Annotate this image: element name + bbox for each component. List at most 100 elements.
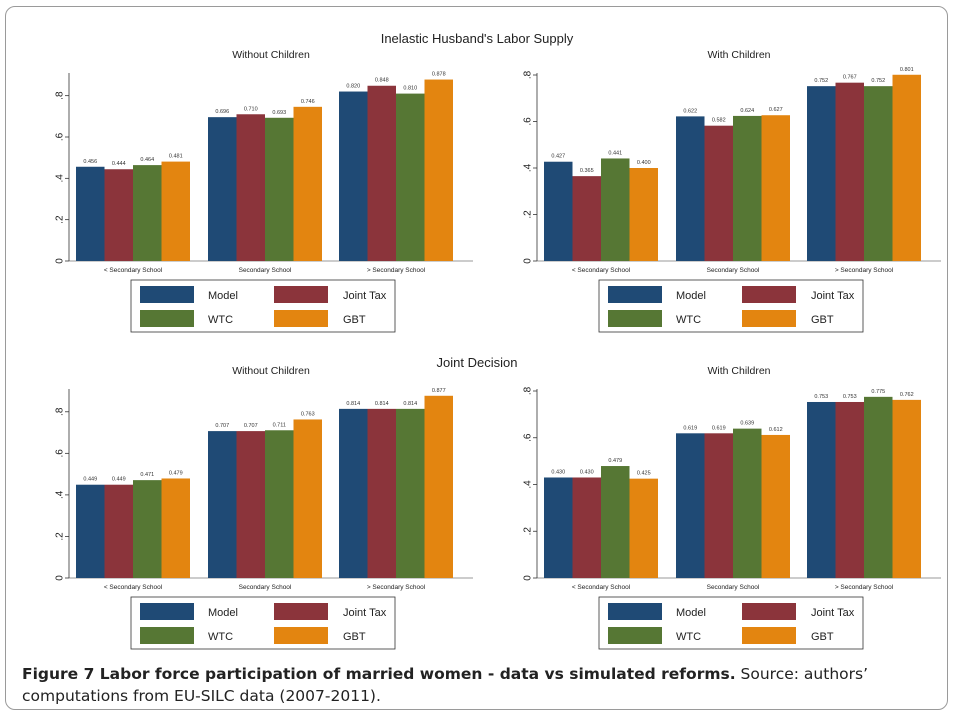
x-tick-label: Secondary School [707, 267, 760, 274]
bar [104, 169, 133, 261]
figure-caption: Figure 7 Labor force participation of ma… [22, 663, 937, 707]
legend-swatch [274, 286, 328, 303]
x-tick-label: > Secondary School [835, 267, 894, 274]
bar [396, 93, 425, 261]
x-tick-label: < Secondary School [572, 267, 631, 274]
legend: Model Joint Tax WTC GBT [598, 279, 864, 333]
bar [761, 434, 790, 578]
data-label: 0.619 [712, 425, 726, 431]
data-label: 0.696 [215, 109, 229, 115]
bar [704, 125, 733, 261]
legend-swatch [608, 603, 662, 620]
data-label: 0.848 [375, 78, 389, 84]
legend: Model Joint Tax WTC GBT [130, 596, 396, 650]
legend-label: GBT [343, 314, 366, 326]
bar [544, 161, 573, 261]
data-label: 0.481 [169, 154, 183, 160]
y-tick-label: .4 [55, 174, 66, 183]
chart-panel-3: Without Children 0 .2 .4 .6 .8 0.449 0.449 0.471… [55, 365, 473, 650]
data-label: 0.810 [403, 86, 417, 92]
y-tick-label: .8 [55, 91, 66, 100]
y-tick-label: .4 [523, 480, 534, 489]
bar [601, 466, 630, 578]
data-label: 0.814 [375, 401, 389, 407]
bar [676, 116, 705, 261]
bar [424, 395, 453, 578]
data-label: 0.400 [637, 160, 651, 166]
y-tick-label: .8 [55, 407, 66, 416]
data-label: 0.820 [346, 84, 360, 90]
chart-title: With Children [707, 49, 770, 61]
legend-label: Model [208, 607, 238, 619]
data-label: 0.456 [83, 159, 97, 165]
legend-swatch [608, 627, 662, 644]
data-label: 0.441 [608, 150, 622, 156]
caption-text: Source: authors’ computations from EU-SI… [22, 665, 869, 705]
data-label: 0.801 [900, 67, 914, 73]
legend-label: GBT [343, 631, 366, 643]
data-label: 0.464 [140, 157, 154, 163]
chart-title: Without Children [232, 365, 310, 377]
bar [629, 478, 658, 578]
bar [864, 396, 893, 578]
bar [104, 484, 133, 578]
data-label: 0.627 [769, 107, 783, 113]
legend-label: WTC [208, 314, 233, 326]
legend-label: WTC [676, 631, 701, 643]
legend-label: Joint Tax [343, 290, 387, 302]
legend-label: Model [676, 290, 706, 302]
bar [367, 85, 396, 261]
bar [265, 117, 294, 261]
data-label: 0.878 [432, 72, 446, 78]
bar [761, 115, 790, 261]
bar [424, 79, 453, 262]
legend-swatch [140, 310, 194, 327]
x-tick-label: Secondary School [239, 584, 292, 591]
chart-panel-4: With Children 0 .2 .4 .6 .8 0.430 0.430 0.479 0.4… [523, 365, 941, 650]
bar [236, 431, 265, 578]
data-label: 0.814 [403, 401, 417, 407]
data-label: 0.710 [244, 106, 258, 112]
data-label: 0.775 [871, 389, 885, 395]
data-label: 0.471 [140, 472, 154, 478]
y-tick-label: .4 [55, 490, 66, 499]
bar [293, 419, 322, 578]
legend-label: WTC [208, 631, 233, 643]
bar [396, 408, 425, 578]
bar [76, 484, 105, 578]
bar [208, 117, 237, 261]
legend-swatch [742, 603, 796, 620]
bar [676, 433, 705, 578]
legend-swatch [274, 603, 328, 620]
section-title-joint-decision: Joint Decision [436, 355, 518, 370]
legend-label: Model [208, 290, 238, 302]
data-label: 0.762 [900, 392, 914, 398]
chart-title: With Children [707, 365, 770, 377]
legend-swatch [274, 627, 328, 644]
bar [161, 478, 190, 578]
y-tick-label: 0 [55, 575, 66, 581]
bar [807, 401, 836, 578]
y-tick-label: .4 [523, 163, 534, 172]
y-tick-label: 0 [55, 258, 66, 264]
figure-frame [5, 6, 948, 710]
data-label: 0.767 [843, 75, 857, 81]
x-tick-label: < Secondary School [104, 584, 163, 591]
bar [704, 433, 733, 578]
bar [236, 114, 265, 262]
caption-bold: Figure 7 Labor force participation of ma… [22, 665, 736, 683]
bar [835, 401, 864, 578]
data-label: 0.624 [740, 108, 754, 114]
bar [733, 428, 762, 578]
bar [208, 431, 237, 578]
legend-label: Model [676, 607, 706, 619]
chart-panel-2: With Children 0 .2 .4 .6 .8 0.427 0.365 0.441 0.4… [523, 49, 941, 333]
chart-panel-1: Without Children 0 .2 .4 .6 .8 0.456 0.444 0.464… [55, 49, 473, 333]
y-tick-label: .8 [523, 70, 534, 79]
data-label: 0.449 [83, 477, 97, 483]
data-label: 0.612 [769, 427, 783, 433]
y-tick-label: .6 [523, 117, 534, 126]
y-tick-label: .2 [55, 215, 66, 224]
data-label: 0.619 [683, 425, 697, 431]
